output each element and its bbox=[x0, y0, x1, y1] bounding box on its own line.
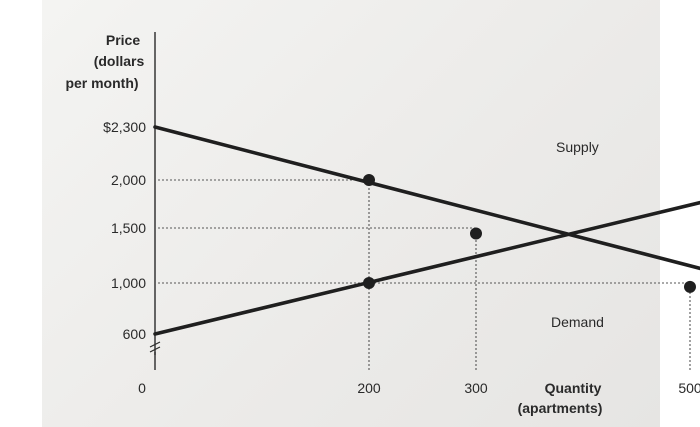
x-axis-title-line-1: Quantity bbox=[545, 380, 602, 396]
data-point bbox=[363, 174, 375, 186]
series-line-supply bbox=[153, 200, 700, 336]
series-label-demand: Demand bbox=[551, 314, 604, 330]
y-tick-label: 1,500 bbox=[111, 220, 146, 236]
series-labels: Supply Demand bbox=[551, 139, 604, 330]
y-tick-label: $2,300 bbox=[103, 119, 146, 135]
tick-labels: $2,300 2,000 1,500 1,000 600 0 200 300 500 bbox=[103, 119, 700, 396]
x-axis-title-line-2: (apartments) bbox=[518, 400, 603, 416]
data-point bbox=[363, 277, 375, 289]
y-axis-title-line-3: per month) bbox=[65, 75, 138, 91]
y-axis-break-mark bbox=[149, 341, 161, 353]
y-tick-label: 2,000 bbox=[111, 172, 146, 188]
data-point bbox=[684, 280, 696, 293]
series-label-supply: Supply bbox=[556, 139, 599, 155]
paper-background bbox=[42, 0, 660, 427]
reference-lines bbox=[158, 179, 691, 370]
y-axis-title-line-1: Price bbox=[106, 32, 140, 48]
series-lines bbox=[153, 125, 700, 336]
y-axis-title-line-2: (dollars bbox=[94, 53, 145, 69]
x-tick-label: 500 bbox=[678, 380, 700, 396]
y-tick-label: 600 bbox=[123, 326, 147, 342]
x-tick-label: 200 bbox=[357, 380, 381, 396]
y-tick-label: 1,000 bbox=[111, 275, 146, 291]
data-point bbox=[470, 227, 482, 240]
series-line-demand bbox=[153, 125, 700, 271]
data-points bbox=[363, 174, 696, 293]
x-tick-label: 300 bbox=[464, 380, 488, 396]
x-tick-label: 0 bbox=[138, 380, 146, 396]
